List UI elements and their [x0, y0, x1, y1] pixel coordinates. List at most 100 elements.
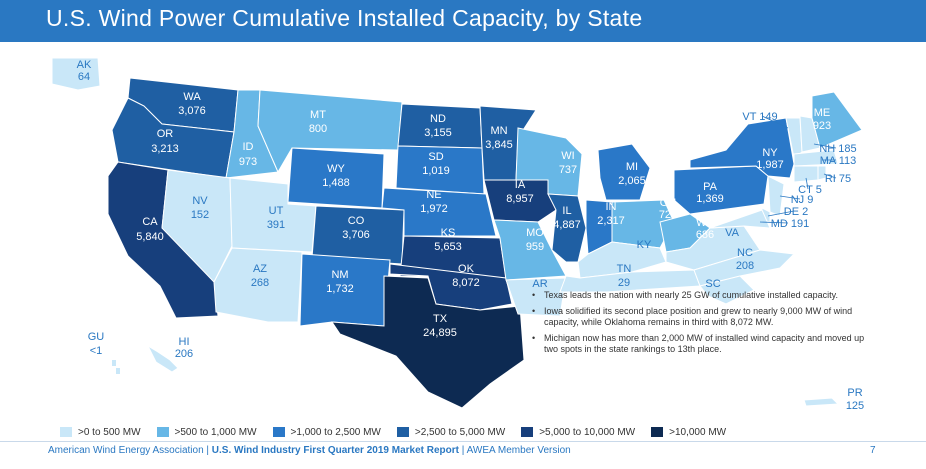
- footer: American Wind Energy Association | U.S. …: [48, 445, 571, 456]
- state-value-co: 3,706: [342, 229, 370, 241]
- state-ma: [793, 149, 839, 167]
- state-me: [811, 91, 863, 149]
- state-label-gu: GU: [88, 331, 105, 343]
- state-value-hi: 206: [175, 348, 193, 360]
- state-label-ar: AR: [532, 278, 547, 290]
- state-value-or: 3,213: [151, 143, 179, 155]
- legend-swatch: [521, 427, 534, 437]
- state-value-mo: 959: [526, 241, 544, 253]
- state-label-ak: AK: [77, 59, 92, 71]
- legend-item: >0 to 500 MW: [60, 427, 141, 438]
- legend-label: >10,000 MW: [669, 426, 727, 438]
- state-label-oh: OH: [660, 197, 677, 209]
- state-label-tn: TN: [617, 263, 632, 275]
- state-label-mi: MI: [626, 161, 638, 173]
- state-label-ky: KY: [637, 239, 652, 251]
- state-value-mt: 800: [309, 123, 327, 135]
- state-label-wv: WV: [696, 217, 714, 229]
- state-md: [709, 209, 771, 229]
- state-value-pr: 125: [846, 400, 864, 412]
- state-gu-island: [116, 368, 120, 374]
- footer-sep: |: [461, 445, 465, 456]
- state-value-il: 4,887: [553, 219, 581, 231]
- state-label-vt: VT 149: [742, 111, 777, 123]
- state-label-nc: NC: [737, 247, 753, 259]
- state-value-wy: 1,488: [322, 177, 350, 189]
- state-label-va: VA: [725, 227, 740, 239]
- state-label-mt: MT: [310, 109, 326, 121]
- state-value-tn: 29: [618, 277, 630, 289]
- state-label-wa: WA: [183, 91, 201, 103]
- state-label-nj: NJ 9: [791, 194, 814, 206]
- state-nj: [767, 175, 785, 217]
- footer-version: AWEA Member Version: [466, 445, 571, 456]
- state-label-nv: NV: [192, 195, 208, 207]
- state-pa: [673, 165, 769, 215]
- state-label-ny: NY: [762, 147, 778, 159]
- state-value-wi: 737: [559, 164, 577, 176]
- state-label-ma: MA 113: [820, 155, 857, 167]
- state-label-ca: CA: [142, 216, 158, 228]
- state-value-ia: 8,957: [506, 193, 534, 205]
- state-label-nh: NH 185: [819, 143, 856, 155]
- state-label-ks: KS: [441, 227, 456, 239]
- notes-list: Texas leads the nation with nearly 25 GW…: [530, 290, 870, 360]
- state-value-nc: 208: [736, 260, 754, 272]
- state-label-az: AZ: [253, 263, 267, 275]
- state-label-ia: IA: [515, 179, 526, 191]
- legend-label: >500 to 1,000 MW: [174, 426, 257, 438]
- legend-swatch: [651, 427, 664, 437]
- state-value-nd: 3,155: [424, 127, 452, 139]
- state-az: [213, 247, 303, 323]
- state-label-nd: ND: [430, 113, 446, 125]
- state-label-nm: NM: [331, 269, 348, 281]
- note-item: Iowa solidified its second place positio…: [530, 306, 870, 328]
- state-il: [547, 193, 587, 263]
- state-value-sd: 1,019: [422, 165, 450, 177]
- callout-line-de: [767, 210, 795, 217]
- state-value-gu: <1: [90, 345, 103, 357]
- state-label-sd: SD: [428, 151, 443, 163]
- state-label-sc: SC: [705, 278, 720, 290]
- state-value-pa: 1,369: [696, 193, 724, 205]
- footer-divider: [0, 441, 926, 442]
- state-tx: [331, 275, 525, 409]
- state-label-ok: OK: [458, 263, 475, 275]
- state-label-pa: PA: [703, 181, 718, 193]
- state-label-hi: HI: [179, 336, 190, 348]
- state-label-co: CO: [348, 215, 365, 227]
- state-label-md: MD 191: [771, 218, 810, 230]
- callout-line-vt: [761, 115, 789, 129]
- state-value-id: 973: [239, 156, 257, 168]
- state-mi: [597, 143, 651, 201]
- page-title: U.S. Wind Power Cumulative Installed Cap…: [46, 5, 643, 31]
- callout-line-ri: [823, 173, 837, 179]
- state-va: [665, 225, 761, 271]
- legend-label: >0 to 500 MW: [78, 426, 141, 438]
- legend-label: >5,000 to 10,000 MW: [539, 426, 636, 438]
- legend-swatch: [396, 427, 409, 437]
- state-value-ks: 5,653: [434, 241, 462, 253]
- state-value-mi: 2,065: [618, 175, 646, 187]
- us-state-map: WA 3,076 OR 3,213 CA 5,840 ID 973 NV 152 MT 800 WY 1,…: [51, 57, 864, 412]
- state-value-ak: 64: [78, 71, 90, 83]
- callout-line-ct: [805, 177, 809, 190]
- state-ri: [817, 165, 827, 181]
- state-label-de: DE 2: [784, 206, 808, 218]
- legend-label: >1,000 to 2,500 MW: [290, 426, 381, 438]
- note-item: Texas leads the nation with nearly 25 GW…: [530, 290, 870, 301]
- callout-line-nj: [779, 195, 801, 200]
- legend-swatch: [60, 427, 72, 437]
- legend-label: >2,500 to 5,000 MW: [414, 426, 506, 438]
- state-label-il: IL: [562, 205, 571, 217]
- page-number: 7: [870, 445, 876, 456]
- state-label-in: IN: [606, 201, 617, 213]
- state-nd: [397, 103, 483, 149]
- state-value-me: 923: [813, 120, 831, 132]
- callout-line-nh: [813, 143, 837, 149]
- state-gu-island: [112, 360, 116, 366]
- footer-report: U.S. Wind Industry First Quarter 2019 Ma…: [211, 445, 459, 456]
- footer-org: American Wind Energy Association: [48, 445, 204, 456]
- state-hi: [146, 344, 179, 373]
- legend: >0 to 500 MW >500 to 1,000 MW >1,000 to 2,…: [60, 425, 742, 439]
